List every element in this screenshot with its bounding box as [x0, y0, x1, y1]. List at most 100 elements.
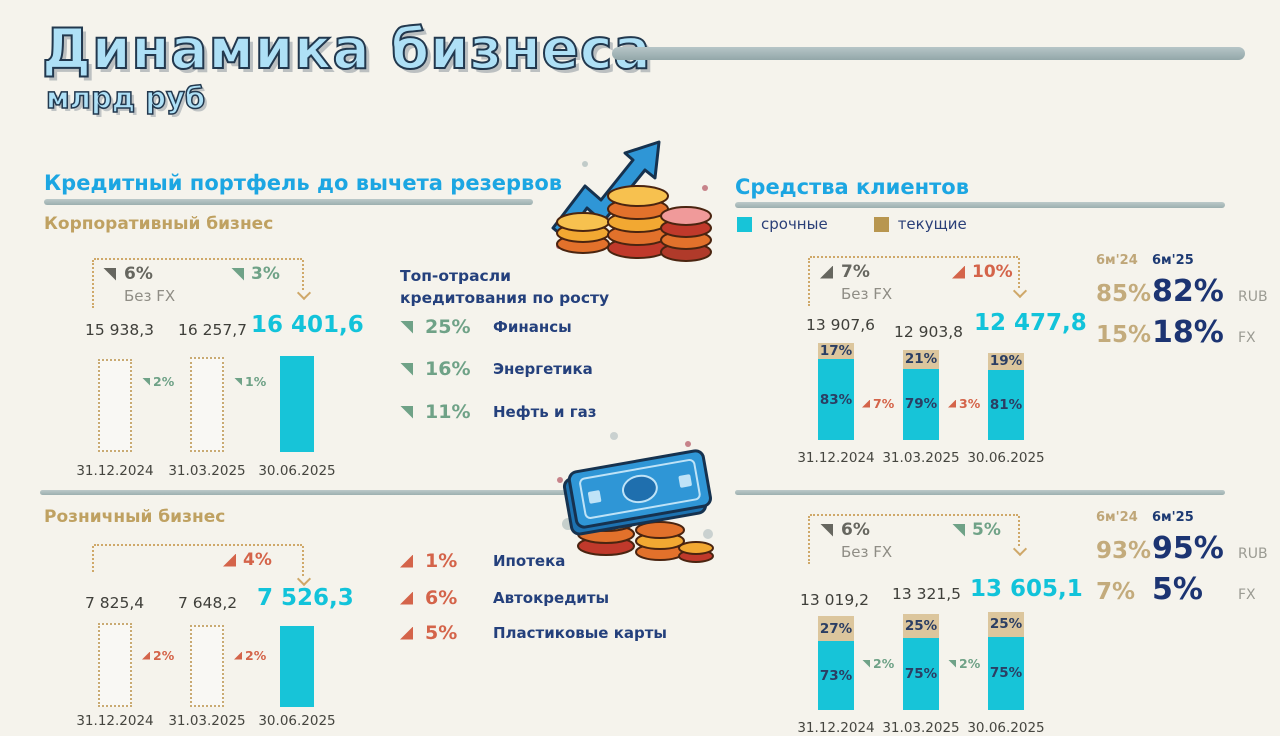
step-change: 2%	[142, 374, 174, 389]
bar-outline	[190, 357, 224, 452]
deposits-top-shares: 6м'24 6м'25 85% 82% RUB 15% 18% FX	[1096, 253, 1280, 350]
stacked-bar: 25% 75%	[988, 612, 1024, 710]
legend-item-term: срочные	[737, 215, 828, 233]
deposits-bottom-total-change: 5%	[952, 520, 1001, 540]
bar-value: 12 903,8	[894, 323, 964, 341]
stacked-bar: 19% 81%	[988, 353, 1024, 440]
money-wallet-illustration	[557, 432, 714, 563]
bracket-right-tick	[1018, 258, 1020, 288]
bar-solid	[280, 626, 314, 707]
change-triangle-icon	[103, 267, 116, 281]
bar-solid	[280, 356, 314, 452]
bracket-left-tick	[808, 258, 810, 306]
bracket-right-tick	[302, 546, 304, 576]
bar-date: 31.12.2024	[76, 713, 154, 729]
bar-value: 13 907,6	[806, 316, 876, 334]
bar-value: 7 825,4	[85, 594, 145, 612]
segment-current: 17%	[818, 343, 854, 360]
growth-triangle-icon	[400, 362, 413, 376]
deposits-section-title: Средства клиентов	[735, 175, 970, 199]
deposits-top-bracket	[808, 256, 1028, 306]
change-triangle-icon	[142, 651, 150, 660]
deposits-top-fx-change: 7% Без FX	[820, 262, 892, 303]
bar-date: 30.06.2025	[258, 713, 336, 729]
shares-col-curr: 6м'25	[1152, 510, 1194, 525]
segment-term: 83%	[818, 359, 854, 440]
deposits-bottom-shares: 6м'24 6м'25 93% 95% RUB 7% 5% FX	[1096, 510, 1280, 607]
bracket-arrow-icon	[1012, 283, 1028, 299]
bar-outline	[98, 359, 132, 452]
industries-list-title: Топ-отрасли кредитования по росту	[400, 267, 610, 307]
change-triangle-icon	[952, 523, 965, 537]
change-triangle-icon	[142, 377, 150, 386]
legend-item-current: текущие	[873, 215, 967, 233]
bar-value-highlight: 16 401,6	[251, 312, 364, 338]
bar-date: 30.06.2025	[258, 463, 336, 479]
current-swatch-icon	[873, 216, 889, 232]
bar-value: 13 019,2	[800, 591, 870, 609]
corporate-fx-change: 6% Без FX	[103, 264, 175, 305]
retail-total-change: 4%	[223, 550, 272, 570]
bracket-left-tick	[92, 260, 94, 308]
title-decor-bar	[612, 47, 1245, 60]
bracket-right-tick	[302, 260, 304, 290]
change-triangle-icon	[948, 659, 956, 668]
fx-change-value: 6%	[124, 264, 153, 284]
bar-date: 31.03.2025	[882, 450, 960, 466]
bar-date: 31.12.2024	[76, 463, 154, 479]
bar-date: 30.06.2025	[967, 720, 1045, 736]
bar-date: 31.03.2025	[168, 713, 246, 729]
industry-item: 25% Финансы	[400, 316, 572, 338]
stacked-bar: 17% 83%	[818, 343, 854, 440]
stacked-bar: 25% 75%	[903, 614, 939, 710]
bar-date: 31.12.2024	[797, 720, 875, 736]
deposits-top-total-change: 10%	[952, 262, 1013, 282]
loans-section-title: Кредитный портфель до вычета резервов	[44, 171, 563, 195]
deposits-section-rule	[735, 202, 1225, 208]
step-change: 2%	[234, 648, 266, 663]
change-triangle-icon	[862, 659, 870, 668]
bar-value: 7 648,2	[178, 594, 238, 612]
step-change: 1%	[234, 374, 266, 389]
bracket-right-tick	[1018, 516, 1020, 546]
product-item: 1% Ипотека	[400, 550, 565, 572]
growth-triangle-icon	[400, 591, 413, 605]
step-change: 2%	[862, 656, 894, 671]
shares-col-curr: 6м'25	[1152, 253, 1194, 268]
segment-term: 81%	[988, 369, 1024, 440]
left-divider-rule	[40, 490, 620, 495]
bracket-arrow-icon	[1012, 541, 1028, 557]
shares-row-rub: 93% 95% RUB	[1096, 531, 1268, 566]
product-item: 6% Автокредиты	[400, 587, 609, 609]
product-item: 5% Пластиковые карты	[400, 622, 667, 644]
growth-triangle-icon	[400, 554, 413, 568]
change-triangle-icon	[820, 265, 833, 279]
segment-term: 79%	[903, 368, 939, 440]
segment-current: 19%	[988, 353, 1024, 370]
right-divider-rule	[735, 490, 1225, 495]
shares-row-rub: 85% 82% RUB	[1096, 274, 1268, 309]
change-triangle-icon	[234, 651, 242, 660]
change-triangle-icon	[820, 523, 833, 537]
shares-row-fx: 15% 18% FX	[1096, 315, 1256, 350]
corporate-total-change: 3%	[231, 264, 280, 284]
change-triangle-icon	[234, 377, 242, 386]
bar-value: 15 938,3	[85, 321, 155, 339]
bracket-left-tick	[808, 516, 810, 564]
bar-value-highlight: 13 605,1	[970, 576, 1083, 602]
segment-term: 75%	[903, 638, 939, 710]
stacked-bar: 21% 79%	[903, 350, 939, 440]
segment-term: 73%	[818, 641, 854, 710]
growth-triangle-icon	[400, 405, 413, 419]
bar-outline	[98, 623, 132, 707]
segment-term: 75%	[988, 636, 1024, 710]
growth-triangle-icon	[400, 626, 413, 640]
step-change: 7%	[862, 396, 894, 411]
bar-date: 30.06.2025	[967, 450, 1045, 466]
bracket-arrow-icon	[296, 285, 312, 301]
industry-item: 16% Энергетика	[400, 358, 593, 380]
change-triangle-icon	[952, 265, 965, 279]
deposits-legend: срочные текущие	[737, 215, 967, 233]
shares-col-prev: 6м'24	[1096, 510, 1138, 525]
